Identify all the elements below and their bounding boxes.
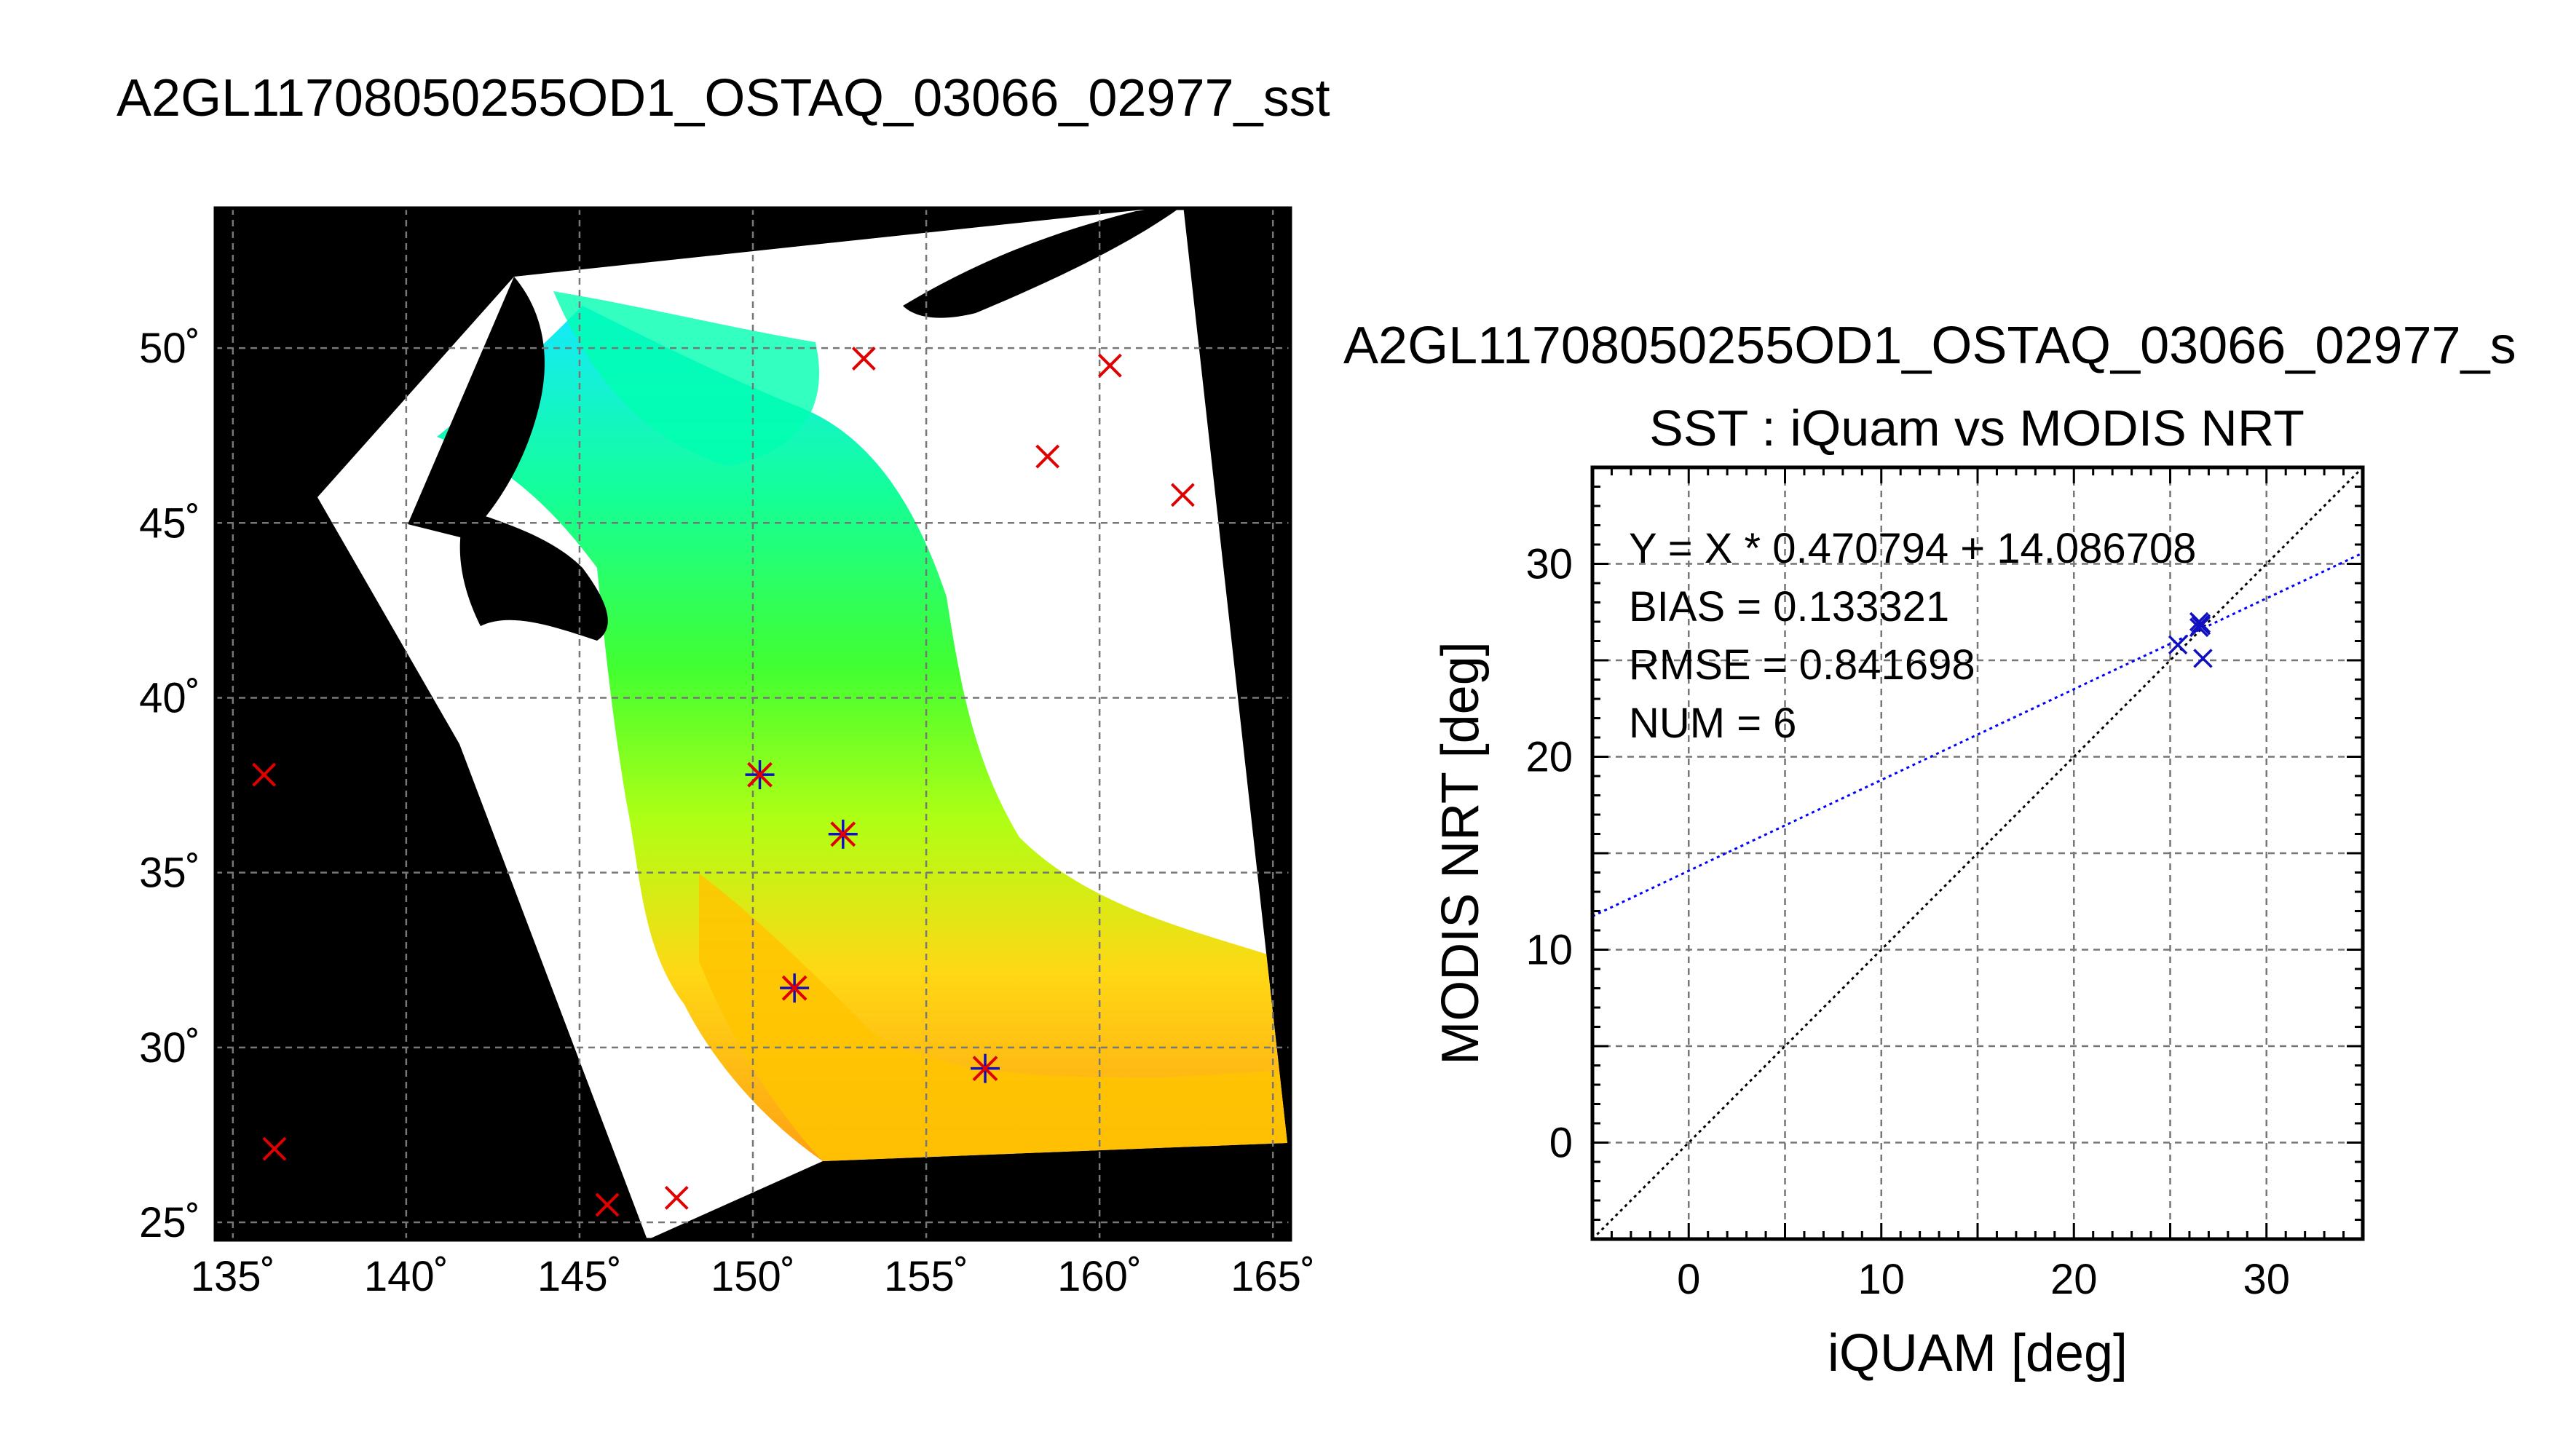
map-x-tick-label: 160˚ [1057, 1253, 1142, 1300]
fit-line [1592, 552, 2364, 917]
scatter-title: SST : iQuam vs MODIS NRT [1649, 400, 2305, 456]
scatter-stat-line: BIAS = 0.133321 [1629, 583, 1949, 630]
map-x-tick-label: 155˚ [884, 1253, 968, 1300]
scatter-points [2168, 612, 2213, 668]
map-marker-red [1035, 444, 1060, 469]
map-marker-red [595, 1192, 620, 1217]
sst-map: 135˚ 140˚ 145˚ 150˚ 155˚ 160˚ 165˚ 25˚ 30˚ 35˚ 40… [139, 206, 1315, 1300]
map-marker-red [851, 347, 876, 371]
matchup-red-cross [830, 821, 856, 847]
scatter-frame [1590, 465, 2365, 1241]
matchup-red-cross-stroke-b [781, 975, 807, 1001]
map-frame [213, 206, 1292, 1242]
map-title: A2GL11708050255OD1_OSTAQ_03066_02977_sst [117, 69, 1330, 127]
map-marker-red-stroke-b [1097, 353, 1122, 378]
scatter-point-stroke-b [2191, 616, 2211, 636]
scatter-y-tick-label: 20 [1525, 734, 1573, 781]
scatter-header-title: A2GL11708050255OD1_OSTAQ_03066_02977_s [1343, 317, 2516, 375]
sst-field-south [699, 874, 1287, 1161]
scatter-point [2193, 649, 2213, 668]
scatter-point [2189, 612, 2209, 632]
scatter-x-tick-label: 30 [2243, 1256, 2290, 1303]
scatter-y-tick-label: 10 [1525, 927, 1573, 974]
sst-field [437, 306, 1287, 1161]
map-marker-red-stroke-b [252, 762, 277, 787]
map-y-tick-label: 45˚ [139, 499, 200, 547]
map-matchup-marker [780, 973, 810, 1003]
map-x-tick-label: 140˚ [364, 1253, 449, 1300]
map-x-tick-label: 150˚ [711, 1253, 795, 1300]
scatter-x-tick-label: 0 [1677, 1256, 1700, 1303]
scatter-y-tick-label: 0 [1549, 1120, 1573, 1167]
map-y-tick-labels: 25˚ 30˚ 35˚ 40˚ 45˚ 50˚ [139, 325, 200, 1246]
matchup-red-cross-stroke-b [972, 1056, 998, 1082]
scatter-stat-line: Y = X * 0.470794 + 14.086708 [1629, 525, 2196, 572]
matchup-red-cross-stroke-b [747, 761, 773, 788]
scatter-x-tick-label: 20 [2050, 1256, 2098, 1303]
map-marker-red [262, 1136, 287, 1161]
matchup-red-cross-stroke-b [830, 821, 856, 847]
scatter-point-stroke-b [2168, 635, 2188, 655]
scatter-point [2168, 635, 2188, 655]
map-x-tick-label: 145˚ [537, 1253, 622, 1300]
matchup-red-cross [972, 1056, 998, 1082]
map-y-tick-label: 50˚ [139, 325, 200, 372]
map-marker-red [1097, 353, 1122, 378]
map-y-tick-label: 30˚ [139, 1024, 200, 1072]
scatter-lines [1591, 466, 2364, 1241]
map-marker-red-stroke-b [851, 347, 876, 371]
map-marker-red-stroke-b [262, 1136, 287, 1161]
map-y-tick-label: 35˚ [139, 850, 200, 897]
scatter-gridlines [1591, 466, 2364, 1241]
map-marker-red-stroke-b [595, 1192, 620, 1217]
map-marker-red [252, 762, 277, 787]
map-x-tick-label: 165˚ [1231, 1253, 1315, 1300]
map-x-tick-labels: 135˚ 140˚ 145˚ 150˚ 155˚ 160˚ 165˚ [191, 1253, 1315, 1300]
map-matchup-marker [828, 819, 858, 849]
land-sakhalin [408, 277, 545, 539]
map-y-tick-label: 25˚ [139, 1199, 200, 1246]
map-marker-red-stroke-b [664, 1185, 689, 1210]
scatter-xlabel: iQUAM [deg] [1828, 1324, 2128, 1382]
map-marker-red [664, 1185, 689, 1210]
map-x-tick-label: 135˚ [191, 1253, 275, 1300]
map-y-tick-label: 40˚ [139, 674, 200, 721]
scatter-stat-line: NUM = 6 [1629, 700, 1796, 747]
scatter-point [2191, 616, 2211, 636]
land-kuril-hokkaido [459, 510, 608, 641]
matchup-red-cross [747, 761, 773, 788]
matchup-red-cross [781, 975, 807, 1001]
map-markers [252, 347, 1195, 1217]
land-kamchatka [903, 208, 1180, 318]
scatter-x-tick-label: 10 [1857, 1256, 1905, 1303]
map-matchup-marker [971, 1053, 1000, 1083]
scatter-ylabel: MODIS NRT [deg] [1431, 641, 1490, 1065]
scatter-point-stroke-b [2193, 649, 2213, 668]
scatter-stat-line: RMSE = 0.841698 [1629, 641, 1975, 689]
map-marker-red-stroke-b [1035, 444, 1060, 469]
map-marker-red [1170, 483, 1195, 507]
scatter-tick-labels: 0 10 20 30 0 10 20 30 [1525, 541, 2290, 1304]
identity-line [1591, 466, 2364, 1241]
map-marker-red-stroke-b [1170, 483, 1195, 507]
scatter-point-stroke-b [2189, 612, 2209, 632]
map-matchup-marker [745, 760, 775, 790]
scatter-stats: Y = X * 0.470794 + 14.086708 BIAS = 0.133… [1629, 525, 2196, 747]
scatter-y-tick-label: 30 [1525, 541, 1573, 588]
map-gridlines [216, 208, 1290, 1240]
